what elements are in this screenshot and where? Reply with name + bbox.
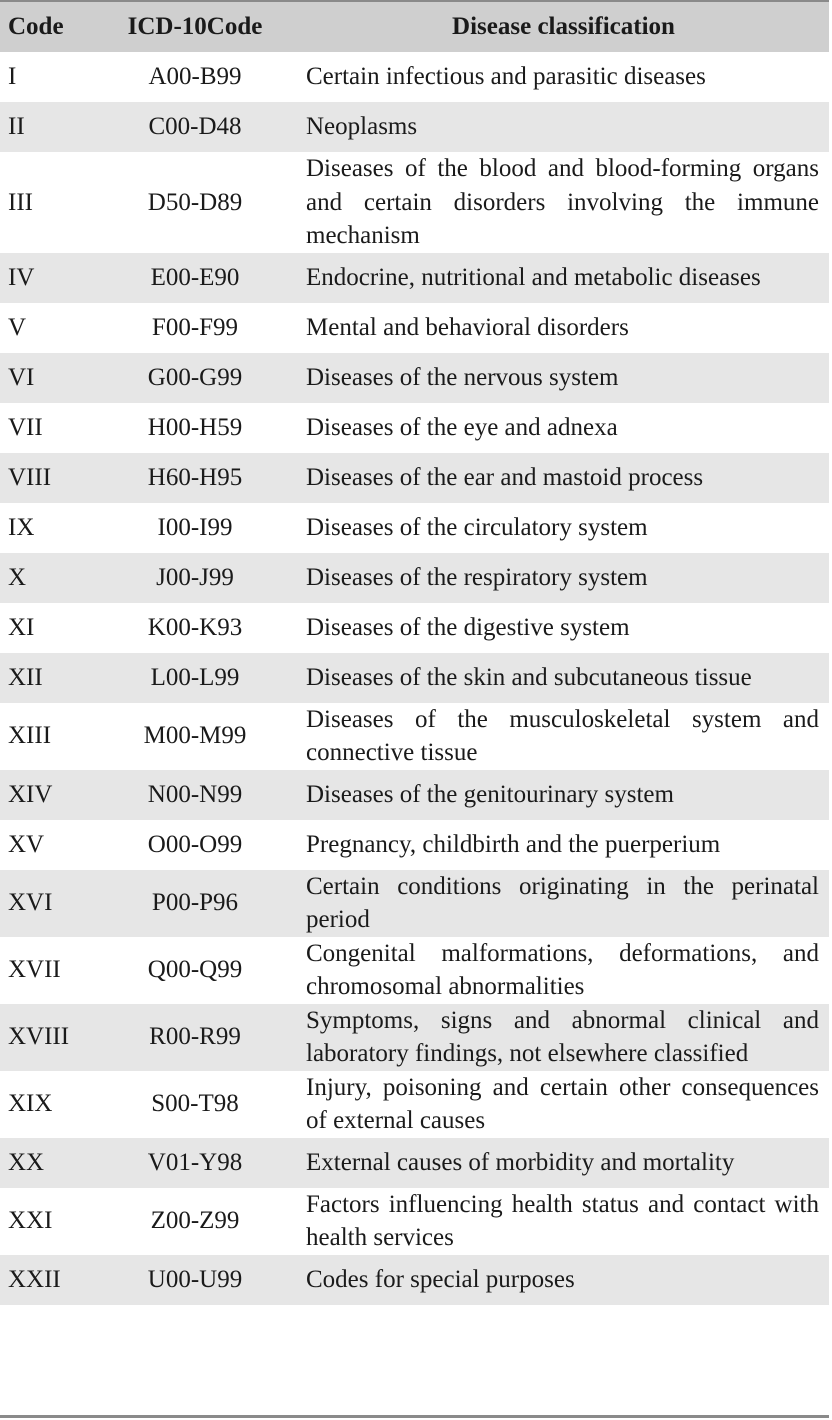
cell-classification: Factors influencing health status and co… bbox=[306, 1190, 819, 1252]
cell-classification: Pregnancy, childbirth and the puerperium bbox=[306, 830, 721, 858]
cell-code: XVI bbox=[8, 889, 53, 917]
header-code: Code bbox=[8, 13, 64, 40]
table-row: XXII U00-U99 Codes for special purposes bbox=[0, 1254, 829, 1305]
cell-code: XXII bbox=[8, 1265, 61, 1293]
cell-classification: Diseases of the blood and blood-forming … bbox=[306, 155, 819, 249]
cell-classification: External causes of morbidity and mortali… bbox=[306, 1148, 735, 1176]
table-row: XIII M00-M99 Diseases of the musculoskel… bbox=[0, 703, 829, 770]
table-row: VIII H60-H95 Diseases of the ear and mas… bbox=[0, 452, 829, 503]
cell-icd10-code: K00-K93 bbox=[147, 613, 243, 641]
cell-code: VIII bbox=[8, 463, 52, 491]
cell-icd10-code: F00-F99 bbox=[151, 313, 239, 341]
cell-code: XVIII bbox=[8, 1023, 70, 1051]
cell-classification: Congenital malformations, deformations, … bbox=[306, 939, 819, 1001]
cell-code: XX bbox=[8, 1148, 45, 1176]
cell-code: IV bbox=[8, 263, 35, 291]
cell-code: IX bbox=[8, 513, 35, 541]
cell-classification: Neoplasms bbox=[306, 113, 418, 141]
cell-code: VI bbox=[8, 363, 35, 391]
cell-code: XIII bbox=[8, 722, 52, 750]
cell-code: XIX bbox=[8, 1090, 53, 1118]
cell-icd10-code: O00-O99 bbox=[147, 830, 243, 858]
table-row: X J00-J99 Diseases of the respiratory sy… bbox=[0, 552, 829, 603]
cell-icd10-code: I00-I99 bbox=[157, 513, 233, 541]
header-disease-classification: Disease classification bbox=[452, 13, 675, 40]
cell-classification: Certain infectious and parasitic disease… bbox=[306, 63, 706, 91]
table-row: IV E00-E90 Endocrine, nutritional and me… bbox=[0, 252, 829, 303]
cell-code: III bbox=[8, 188, 33, 216]
table-row: XXI Z00-Z99 Factors influencing health s… bbox=[0, 1188, 829, 1255]
cell-classification: Diseases of the ear and mastoid process bbox=[306, 463, 704, 491]
cell-code: I bbox=[8, 63, 17, 91]
table-row: I A00-B99 Certain infectious and parasit… bbox=[0, 52, 829, 102]
table-row: VII H00-H59 Diseases of the eye and adne… bbox=[0, 403, 829, 453]
cell-code: XXI bbox=[8, 1207, 53, 1235]
cell-code: XV bbox=[8, 830, 45, 858]
cell-classification: Diseases of the genitourinary system bbox=[306, 780, 674, 808]
cell-icd10-code: Q00-Q99 bbox=[147, 956, 243, 984]
cell-icd10-code: S00-T98 bbox=[151, 1090, 239, 1118]
cell-code: XI bbox=[8, 613, 35, 641]
table-row: IX I00-I99 Diseases of the circulatory s… bbox=[0, 503, 829, 553]
cell-icd10-code: H00-H59 bbox=[147, 413, 243, 441]
table-body: I A00-B99 Certain infectious and parasit… bbox=[0, 52, 829, 1305]
table-header: Code ICD-10Code Disease classification bbox=[0, 2, 829, 52]
cell-code: VII bbox=[8, 413, 43, 441]
cell-icd10-code: G00-G99 bbox=[147, 363, 243, 391]
cell-code: V bbox=[8, 313, 27, 341]
cell-icd10-code: A00-B99 bbox=[148, 63, 242, 91]
cell-classification: Certain conditions originating in the pe… bbox=[306, 872, 819, 934]
cell-code: X bbox=[8, 563, 27, 591]
header-row: Code ICD-10Code Disease classification bbox=[0, 2, 829, 52]
cell-classification: Codes for special purposes bbox=[306, 1265, 575, 1293]
cell-classification: Diseases of the musculoskeletal system a… bbox=[306, 705, 819, 767]
table-row: XVIII R00-R99 Symptoms, signs and abnorm… bbox=[0, 1003, 829, 1071]
table-row: V F00-F99 Mental and behavioral disorder… bbox=[0, 303, 829, 353]
table-row: VI G00-G99 Diseases of the nervous syste… bbox=[0, 352, 829, 403]
cell-icd10-code: U00-U99 bbox=[147, 1265, 243, 1293]
cell-code: II bbox=[8, 113, 25, 141]
cell-icd10-code: L00-L99 bbox=[150, 663, 240, 691]
cell-code: XIV bbox=[8, 780, 53, 808]
cell-icd10-code: Z00-Z99 bbox=[150, 1207, 240, 1235]
cell-classification: Diseases of the circulatory system bbox=[306, 513, 648, 541]
cell-classification: Symptoms, signs and abnormal clinical an… bbox=[306, 1006, 819, 1068]
cell-icd10-code: E00-E90 bbox=[150, 263, 240, 291]
cell-icd10-code: H60-H95 bbox=[147, 463, 243, 491]
cell-classification: Injury, poisoning and certain other cons… bbox=[306, 1073, 819, 1135]
cell-classification: Diseases of the respiratory system bbox=[306, 563, 648, 591]
header-icd10-code: ICD-10Code bbox=[127, 13, 263, 40]
cell-icd10-code: V01-Y98 bbox=[147, 1148, 243, 1176]
table-row: XIV N00-N99 Diseases of the genitourinar… bbox=[0, 769, 829, 820]
cell-classification: Diseases of the skin and subcutaneous ti… bbox=[306, 663, 752, 691]
cell-classification: Diseases of the digestive system bbox=[306, 613, 630, 641]
table-row: XVI P00-P96 Certain conditions originati… bbox=[0, 869, 829, 937]
table-row: II C00-D48 Neoplasms bbox=[0, 102, 829, 152]
cell-icd10-code: N00-N99 bbox=[147, 780, 243, 808]
cell-icd10-code: R00-R99 bbox=[149, 1023, 241, 1051]
icd10-classification-table: Code ICD-10Code Disease classification I… bbox=[0, 2, 829, 1305]
cell-icd10-code: C00-D48 bbox=[148, 113, 242, 141]
cell-code: XVII bbox=[8, 956, 61, 984]
cell-classification: Mental and behavioral disorders bbox=[306, 313, 629, 341]
table-row: XII L00-L99 Diseases of the skin and sub… bbox=[0, 652, 829, 703]
cell-classification: Diseases of the nervous system bbox=[306, 363, 619, 391]
table-row: XVII Q00-Q99 Congenital malformations, d… bbox=[0, 937, 829, 1004]
cell-icd10-code: J00-J99 bbox=[156, 563, 234, 591]
cell-classification: Endocrine, nutritional and metabolic dis… bbox=[306, 263, 761, 291]
table-row: XX V01-Y98 External causes of morbidity … bbox=[0, 1137, 829, 1188]
table-row: III D50-D89 Diseases of the blood and bl… bbox=[0, 152, 829, 253]
cell-icd10-code: D50-D89 bbox=[147, 188, 243, 216]
table-row: XIX S00-T98 Injury, poisoning and certai… bbox=[0, 1071, 829, 1138]
cell-icd10-code: P00-P96 bbox=[151, 889, 239, 917]
cell-classification: Diseases of the eye and adnexa bbox=[306, 413, 618, 441]
cell-code: XII bbox=[8, 663, 43, 691]
cell-icd10-code: M00-M99 bbox=[143, 722, 247, 750]
table-row: XV O00-O99 Pregnancy, childbirth and the… bbox=[0, 820, 829, 870]
table-row: XI K00-K93 Diseases of the digestive sys… bbox=[0, 603, 829, 653]
